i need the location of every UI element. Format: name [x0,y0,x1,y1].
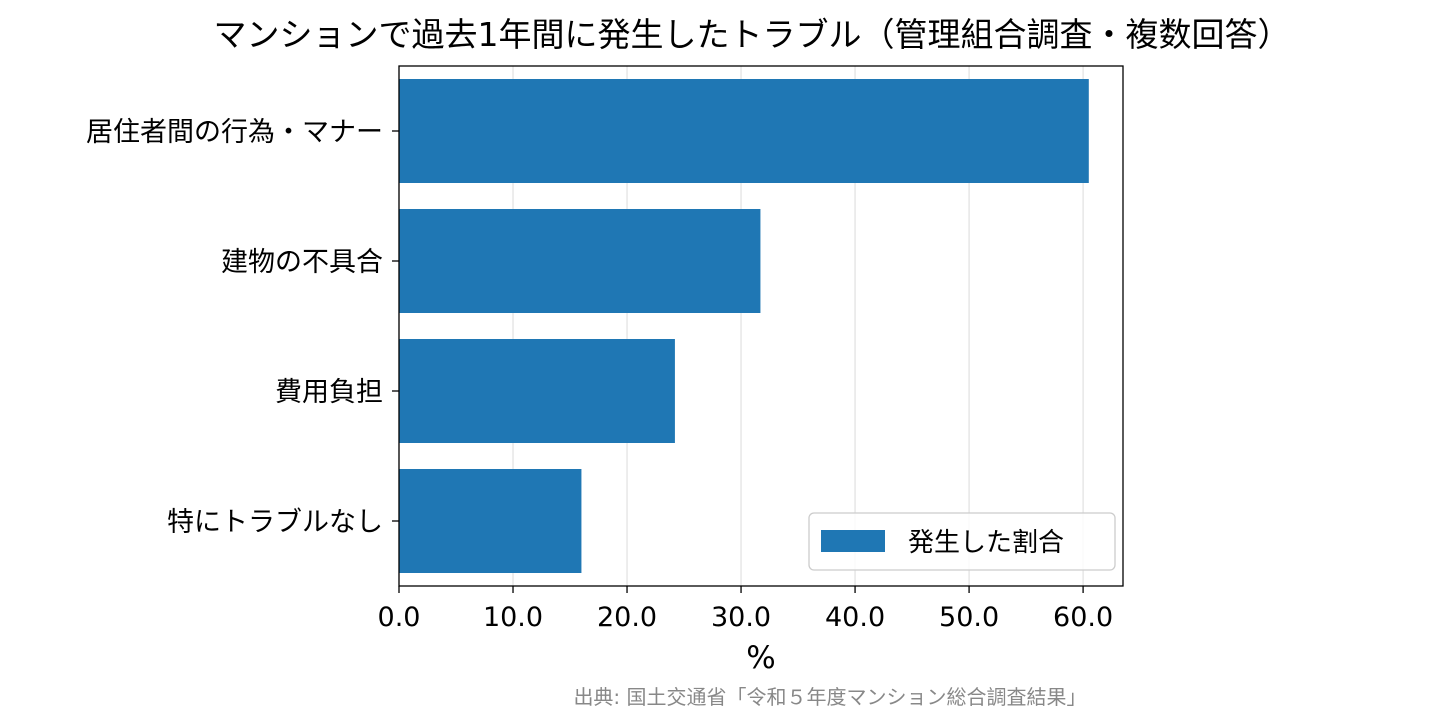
x-tick-label: 0.0 [378,602,421,633]
legend-label: 発生した割合 [908,528,1064,558]
x-tick-label: 20.0 [597,602,657,633]
source-note: 出典: 国土交通省「令和５年度マンション総合調査結果」 [573,685,1086,709]
bar [399,79,1089,183]
bar [399,209,761,313]
category-label: 特にトラブルなし [167,507,383,538]
x-tick-label: 40.0 [825,602,885,633]
bar [399,469,582,573]
x-axis-label: % [746,640,775,676]
legend-box [808,512,1116,571]
x-tick-label: 50.0 [939,602,999,633]
legend-swatch [821,530,885,552]
bar [399,339,675,443]
chart-title: マンションで過去1年間に発生したトラブル（管理組合調査・複数回答） [214,15,1291,54]
x-tick-label: 30.0 [711,602,771,633]
legend: 発生した割合 [808,512,1116,571]
x-tick-label: 60.0 [1053,602,1113,633]
category-label: 費用負担 [275,377,383,408]
plot-frame [398,65,1124,587]
bars [399,79,1089,573]
category-label: 建物の不具合 [221,247,383,278]
x-axis: 0.0 10.0 20.0 30.0 40.0 50.0 60.0 [378,586,1113,633]
x-tick-label: 10.0 [483,602,543,633]
category-label: 居住者間の行為・マナー [86,117,383,148]
